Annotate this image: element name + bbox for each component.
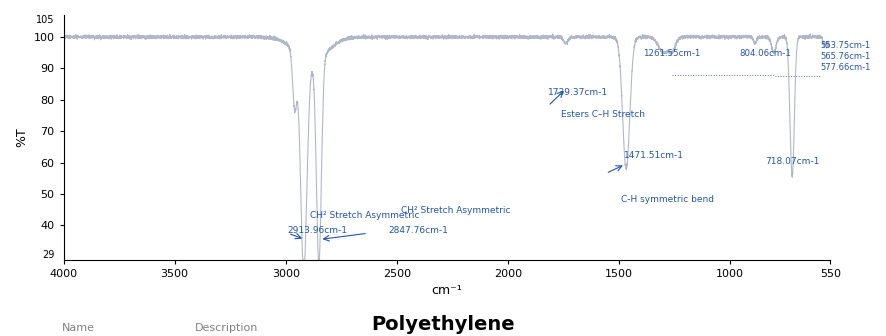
Text: 1261.55cm-1: 1261.55cm-1 <box>642 49 700 58</box>
Text: 1471.51cm-1: 1471.51cm-1 <box>623 151 683 160</box>
Text: Name: Name <box>62 323 95 333</box>
Text: 1739.37cm-1: 1739.37cm-1 <box>548 88 608 97</box>
Text: 2847.76cm-1: 2847.76cm-1 <box>387 226 447 235</box>
Y-axis label: %T: %T <box>15 128 28 147</box>
Text: 105: 105 <box>35 15 54 25</box>
Text: C-H symmetric bend: C-H symmetric bend <box>620 195 713 204</box>
Text: CH² Stretch Asymmetric: CH² Stretch Asymmetric <box>400 206 510 215</box>
Text: 718.07cm-1: 718.07cm-1 <box>765 157 820 166</box>
Text: 29: 29 <box>42 250 54 260</box>
Text: 2913.96cm-1: 2913.96cm-1 <box>286 226 346 235</box>
X-axis label: cm⁻¹: cm⁻¹ <box>431 285 462 297</box>
Text: 577.66cm-1: 577.66cm-1 <box>820 63 870 72</box>
Text: 804.06cm-1: 804.06cm-1 <box>739 49 791 58</box>
Text: CH² Stretch Asymmetric: CH² Stretch Asymmetric <box>310 211 419 219</box>
Text: 553.75cm-1: 553.75cm-1 <box>820 41 870 50</box>
Text: Polyethylene: Polyethylene <box>371 315 515 334</box>
Text: Esters C–H Stretch: Esters C–H Stretch <box>561 110 645 119</box>
Text: Description: Description <box>195 323 258 333</box>
Text: 565.76cm-1: 565.76cm-1 <box>820 52 870 61</box>
